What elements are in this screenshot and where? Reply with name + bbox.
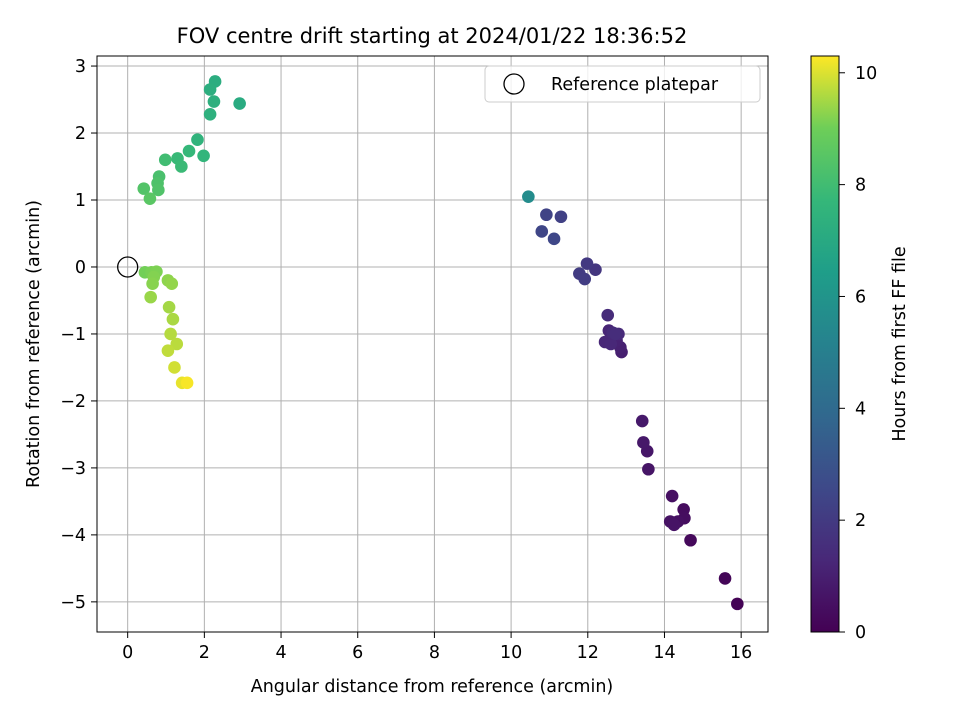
y-tick-label: −5 [60, 593, 86, 613]
data-point [137, 182, 151, 195]
y-axis-ticks: −5 −4 −3 −2 −1 0 1 2 3 [60, 57, 97, 613]
data-point [233, 97, 246, 110]
data-point [637, 436, 650, 449]
data-point [203, 107, 217, 121]
data-points [117, 75, 744, 611]
data-point [601, 308, 615, 322]
legend-label: Reference platepar [551, 75, 719, 95]
data-point [718, 572, 732, 585]
colorbar-label: Hours from first FF file [890, 246, 910, 441]
data-point [547, 232, 561, 246]
data-point [535, 225, 549, 238]
legend-box [484, 65, 761, 103]
y-tick-label: 3 [75, 57, 86, 77]
data-point [554, 210, 568, 224]
data-point [144, 290, 157, 304]
y-tick-label: −2 [60, 392, 86, 412]
data-point [162, 300, 176, 314]
colorbar-tick-label: 8 [855, 176, 866, 196]
colorbar-tick-label: 10 [855, 64, 877, 84]
legend: Reference platepar [484, 65, 761, 103]
y-tick-label: 1 [75, 191, 86, 211]
data-point [609, 327, 622, 341]
colorbar-tick-label: 6 [855, 287, 866, 307]
legend-marker [503, 73, 525, 95]
data-point [684, 533, 697, 547]
y-axis-label: Rotation from reference (arcmin) [24, 200, 44, 488]
x-tick-label: 4 [275, 643, 286, 663]
data-point [731, 597, 744, 611]
data-point [578, 272, 592, 286]
y-tick-label: 2 [75, 124, 86, 144]
grid-lines [97, 56, 768, 632]
data-point [522, 190, 535, 203]
chart-title: FOV centre drift starting at 2024/01/22 … [177, 24, 688, 48]
x-tick-label: 14 [653, 643, 675, 663]
colorbar-frame [810, 55, 840, 633]
colorbar-gradient [811, 56, 839, 632]
data-point [158, 153, 172, 167]
x-axis-label: Angular distance from reference (arcmin) [251, 677, 614, 697]
data-point [166, 312, 180, 326]
x-tick-label: 6 [352, 643, 363, 663]
data-point [635, 414, 649, 428]
data-point [168, 361, 181, 374]
reference-platepar-marker [117, 256, 139, 278]
data-point [182, 144, 196, 158]
y-tick-label: −3 [60, 459, 86, 479]
data-point [604, 337, 618, 351]
data-point [152, 183, 165, 197]
colorbar: 0 2 4 6 8 10 Hours from first FF file [810, 55, 910, 643]
data-point [165, 277, 179, 291]
data-point [540, 208, 553, 222]
colorbar-tick-label: 0 [855, 623, 866, 643]
data-point [143, 192, 157, 205]
x-tick-label: 12 [577, 643, 599, 663]
data-point [146, 277, 159, 291]
data-point [203, 83, 217, 96]
data-point [175, 160, 188, 173]
y-tick-label: −4 [60, 526, 86, 546]
colorbar-tick-label: 4 [855, 399, 866, 419]
x-tick-label: 2 [199, 643, 210, 663]
data-point [580, 257, 594, 270]
x-tick-label: 16 [730, 643, 752, 663]
data-point [642, 462, 655, 476]
data-point [665, 489, 679, 503]
colorbar-ticks: 0 2 4 6 8 10 [839, 64, 877, 643]
y-tick-label: 0 [75, 258, 86, 278]
data-point [191, 133, 204, 147]
x-tick-label: 0 [122, 643, 133, 663]
data-point [180, 376, 194, 390]
data-point [170, 337, 184, 351]
x-axis-ticks: 0 2 4 6 8 10 12 14 16 [122, 632, 752, 663]
x-tick-label: 10 [500, 643, 522, 663]
data-point [207, 95, 221, 108]
data-point [164, 327, 177, 341]
colorbar-tick-label: 2 [855, 511, 866, 531]
data-point [197, 149, 210, 163]
x-tick-label: 8 [429, 643, 440, 663]
data-point [161, 344, 175, 357]
y-tick-label: −1 [60, 325, 86, 345]
plot-frame [96, 55, 769, 633]
data-point [667, 518, 681, 532]
